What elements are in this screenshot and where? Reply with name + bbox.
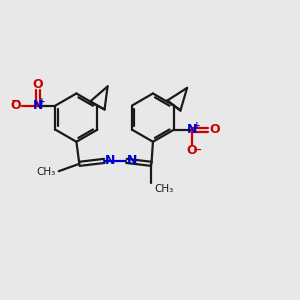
Text: O: O	[209, 123, 220, 136]
Text: O: O	[187, 144, 197, 157]
Text: O: O	[32, 78, 43, 92]
Text: CH₃: CH₃	[154, 184, 174, 194]
Text: O: O	[11, 99, 21, 112]
Text: −: −	[193, 145, 203, 155]
Text: N: N	[104, 154, 115, 167]
Text: CH₃: CH₃	[36, 167, 55, 177]
Text: −: −	[11, 96, 20, 106]
Text: +: +	[38, 97, 46, 106]
Text: N: N	[127, 154, 137, 167]
Text: N: N	[187, 123, 197, 136]
Text: N: N	[33, 99, 43, 112]
Text: +: +	[193, 121, 200, 130]
